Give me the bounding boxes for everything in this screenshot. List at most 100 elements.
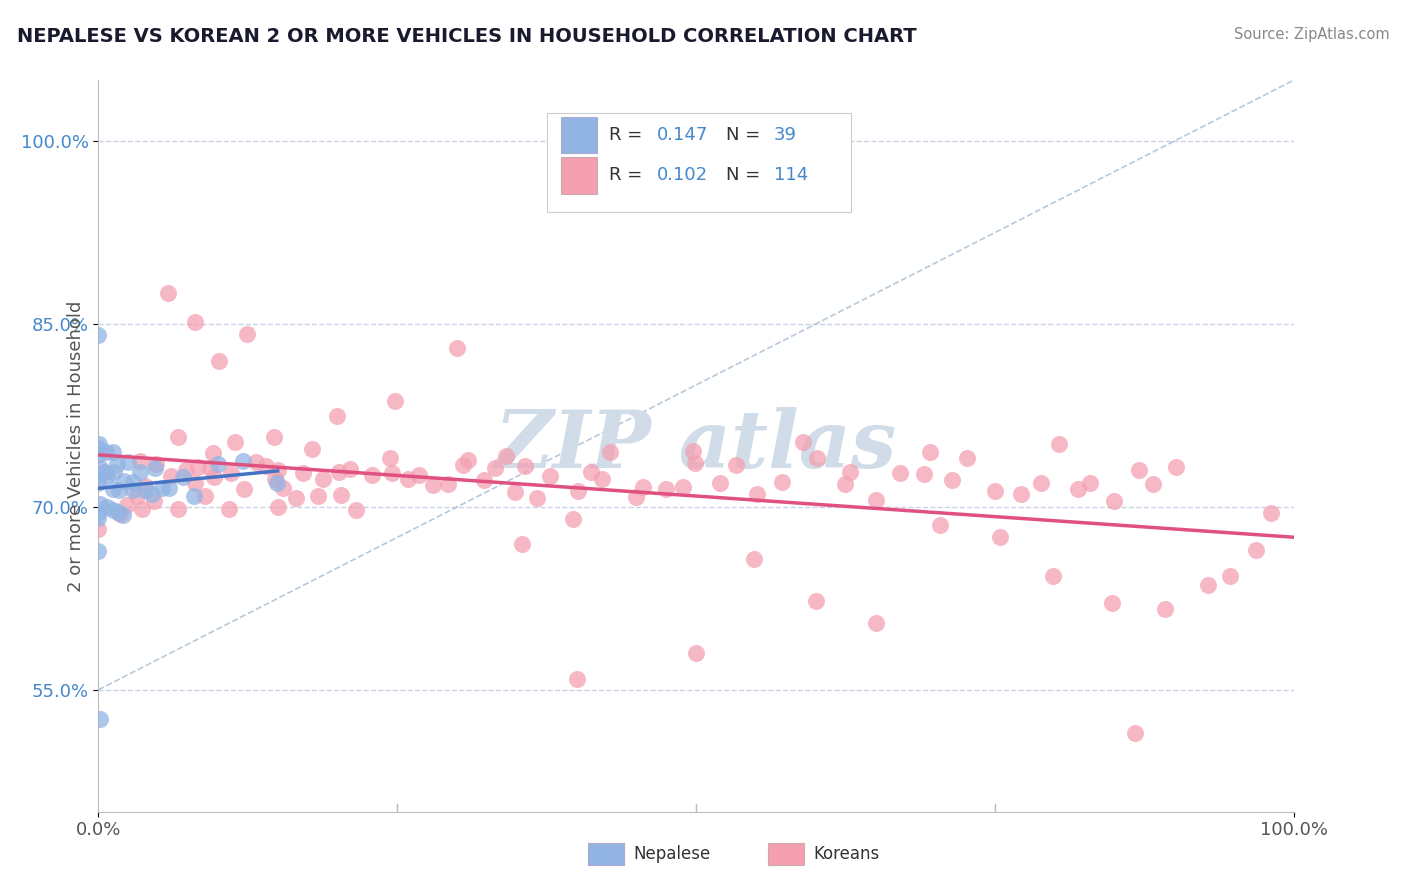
Point: [422, 477, 444, 491]
Point: [232, 453, 254, 467]
Point: [806, 451, 828, 466]
Bar: [547, 113, 852, 212]
Point: [451, 458, 474, 472]
Point: [381, 466, 404, 480]
Point: [89, 498, 111, 512]
Point: [129, 454, 152, 468]
Point: [865, 616, 887, 631]
Point: [96, 468, 118, 483]
Point: [87, 448, 110, 462]
Point: [396, 472, 419, 486]
Point: [1010, 487, 1032, 501]
Point: [105, 457, 128, 471]
Point: [683, 456, 706, 470]
Point: [198, 460, 221, 475]
Point: [194, 489, 217, 503]
Text: 0.147: 0.147: [657, 126, 707, 145]
Point: [107, 505, 129, 519]
Point: [538, 469, 561, 483]
Point: [108, 483, 131, 497]
Point: [127, 489, 149, 503]
Point: [328, 465, 350, 479]
Point: [89, 461, 111, 475]
Point: [172, 470, 194, 484]
Point: [1260, 506, 1282, 520]
Point: [236, 326, 259, 341]
Point: [804, 594, 827, 608]
Point: [361, 468, 384, 483]
Point: [1029, 476, 1052, 491]
Point: [184, 315, 207, 329]
Point: [339, 462, 361, 476]
Point: [565, 672, 588, 686]
Point: [284, 491, 307, 506]
Point: [472, 473, 495, 487]
Point: [510, 536, 533, 550]
Point: [725, 458, 748, 472]
Point: [103, 465, 125, 479]
Text: 114: 114: [773, 167, 808, 185]
Point: [561, 511, 583, 525]
Point: [599, 445, 621, 459]
Point: [142, 493, 165, 508]
Point: [93, 465, 115, 479]
Point: [112, 508, 135, 522]
Text: R =: R =: [609, 126, 648, 145]
Point: [495, 449, 517, 463]
Point: [87, 506, 110, 520]
FancyBboxPatch shape: [561, 157, 596, 194]
Text: 39: 39: [773, 126, 797, 145]
Point: [134, 483, 156, 497]
Point: [218, 501, 240, 516]
Point: [918, 445, 941, 459]
Point: [134, 479, 156, 493]
Text: Source: ZipAtlas.com: Source: ZipAtlas.com: [1233, 27, 1389, 42]
Point: [156, 286, 179, 301]
Point: [408, 467, 430, 482]
Point: [208, 354, 231, 368]
Text: NEPALESE VS KOREAN 2 OR MORE VEHICLES IN HOUSEHOLD CORRELATION CHART: NEPALESE VS KOREAN 2 OR MORE VEHICLES IN…: [17, 27, 917, 45]
Point: [166, 430, 188, 444]
FancyBboxPatch shape: [589, 843, 624, 865]
Point: [988, 530, 1011, 544]
Point: [346, 503, 368, 517]
Point: [150, 481, 173, 495]
Point: [233, 482, 256, 496]
Point: [1197, 578, 1219, 592]
Point: [131, 502, 153, 516]
Point: [301, 442, 323, 456]
Text: N =: N =: [725, 126, 766, 145]
Point: [87, 473, 110, 487]
Point: [112, 474, 135, 488]
Point: [183, 476, 205, 491]
Point: [266, 476, 288, 491]
Point: [326, 409, 349, 423]
Point: [96, 445, 118, 459]
Text: Koreans: Koreans: [813, 845, 879, 863]
Text: Nepalese: Nepalese: [634, 845, 711, 863]
Text: ZIP atlas: ZIP atlas: [495, 408, 897, 484]
Point: [1049, 437, 1071, 451]
Point: [312, 472, 335, 486]
Point: [143, 460, 166, 475]
Point: [159, 468, 181, 483]
Point: [956, 451, 979, 466]
Point: [207, 457, 229, 471]
Point: [87, 437, 110, 451]
Point: [745, 486, 768, 500]
Point: [1142, 477, 1164, 491]
Point: [224, 435, 246, 450]
Point: [271, 481, 294, 495]
Point: [889, 466, 911, 480]
Point: [526, 491, 548, 505]
Point: [108, 507, 131, 521]
Point: [219, 466, 242, 480]
Point: [1153, 601, 1175, 615]
Point: [264, 472, 287, 486]
Point: [1067, 482, 1090, 496]
Point: [145, 457, 167, 471]
Text: N =: N =: [725, 167, 766, 185]
Point: [1246, 543, 1268, 558]
Point: [254, 458, 277, 473]
Point: [513, 459, 536, 474]
